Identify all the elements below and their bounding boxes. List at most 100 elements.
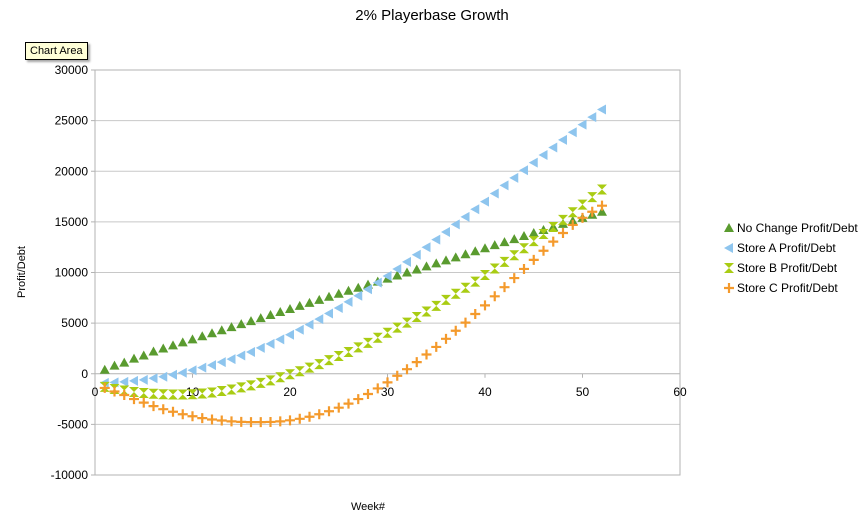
data-point[interactable]: [567, 207, 578, 218]
data-point[interactable]: [265, 416, 276, 427]
data-point[interactable]: [519, 231, 529, 241]
series-4[interactable]: [99, 200, 607, 428]
data-point[interactable]: [460, 282, 471, 293]
data-point[interactable]: [216, 415, 227, 426]
data-point[interactable]: [99, 364, 110, 374]
data-point[interactable]: [567, 127, 577, 138]
data-point[interactable]: [304, 362, 315, 373]
data-point[interactable]: [148, 388, 159, 399]
legend-item-4[interactable]: Store C Profit/Debt: [724, 281, 838, 295]
data-point[interactable]: [470, 204, 480, 215]
data-point[interactable]: [265, 375, 276, 386]
data-point[interactable]: [392, 370, 403, 381]
data-point[interactable]: [363, 337, 373, 348]
data-point[interactable]: [441, 333, 451, 344]
data-point[interactable]: [353, 342, 364, 353]
data-point[interactable]: [431, 341, 442, 352]
data-point[interactable]: [324, 291, 334, 301]
data-point[interactable]: [597, 206, 607, 216]
data-point[interactable]: [333, 351, 344, 362]
data-point[interactable]: [138, 374, 148, 385]
data-point[interactable]: [168, 369, 177, 380]
data-point[interactable]: [382, 327, 393, 338]
data-point[interactable]: [255, 377, 266, 388]
series-layer[interactable]: [99, 104, 607, 428]
data-point[interactable]: [246, 380, 256, 391]
data-point[interactable]: [489, 263, 500, 274]
data-point[interactable]: [207, 360, 216, 371]
series-3[interactable]: [99, 184, 607, 400]
data-point[interactable]: [528, 236, 539, 247]
data-point[interactable]: [587, 206, 598, 217]
data-point[interactable]: [226, 384, 237, 395]
data-point[interactable]: [431, 300, 442, 311]
data-point[interactable]: [207, 328, 217, 338]
data-point[interactable]: [382, 377, 393, 388]
legend[interactable]: No Change Profit/Debt Store A Profit/Debt…: [724, 221, 858, 295]
data-point[interactable]: [187, 411, 198, 422]
data-point[interactable]: [109, 386, 120, 397]
data-point[interactable]: [587, 192, 598, 203]
data-point[interactable]: [304, 411, 315, 422]
data-point[interactable]: [499, 237, 510, 247]
data-point[interactable]: [168, 340, 178, 350]
data-point[interactable]: [197, 362, 207, 373]
data-point[interactable]: [324, 308, 333, 319]
data-point[interactable]: [499, 180, 509, 191]
data-point[interactable]: [363, 284, 372, 295]
data-point[interactable]: [177, 409, 188, 420]
data-point[interactable]: [489, 188, 499, 199]
data-point[interactable]: [597, 184, 607, 195]
data-point[interactable]: [129, 353, 139, 363]
data-point[interactable]: [558, 228, 568, 239]
data-point[interactable]: [119, 390, 130, 401]
data-point[interactable]: [275, 416, 286, 427]
series-1[interactable]: [99, 206, 607, 374]
data-point[interactable]: [372, 277, 382, 288]
data-point[interactable]: [138, 397, 149, 408]
legend-marker-icon[interactable]: [724, 243, 733, 253]
data-point[interactable]: [177, 337, 188, 347]
data-point[interactable]: [480, 300, 490, 311]
data-point[interactable]: [509, 172, 519, 183]
data-point[interactable]: [197, 331, 208, 341]
data-point[interactable]: [129, 394, 139, 405]
data-point[interactable]: [168, 389, 178, 400]
data-point[interactable]: [538, 245, 549, 256]
data-point[interactable]: [158, 343, 169, 353]
data-point[interactable]: [431, 258, 442, 268]
data-point[interactable]: [480, 270, 490, 281]
data-point[interactable]: [372, 332, 383, 343]
data-point[interactable]: [392, 270, 403, 280]
data-point[interactable]: [353, 282, 364, 292]
data-point[interactable]: [158, 404, 169, 415]
data-point[interactable]: [421, 349, 432, 360]
data-point[interactable]: [265, 310, 276, 320]
data-point[interactable]: [246, 346, 255, 357]
data-point[interactable]: [421, 261, 432, 271]
data-point[interactable]: [294, 366, 305, 377]
data-point[interactable]: [207, 414, 217, 425]
data-point[interactable]: [177, 389, 188, 400]
data-point[interactable]: [528, 157, 538, 168]
data-point[interactable]: [411, 249, 421, 260]
data-point[interactable]: [255, 417, 266, 428]
data-point[interactable]: [450, 252, 461, 262]
data-point[interactable]: [119, 376, 129, 387]
data-point[interactable]: [129, 386, 139, 397]
data-point[interactable]: [392, 263, 402, 274]
data-point[interactable]: [402, 267, 412, 277]
data-point[interactable]: [499, 256, 510, 267]
data-point[interactable]: [236, 350, 246, 361]
data-point[interactable]: [99, 382, 110, 393]
data-point[interactable]: [216, 357, 226, 368]
data-point[interactable]: [558, 214, 568, 225]
data-point[interactable]: [138, 350, 149, 360]
data-point[interactable]: [187, 365, 197, 376]
data-point[interactable]: [187, 334, 198, 344]
data-point[interactable]: [197, 413, 208, 424]
data-point[interactable]: [421, 242, 431, 253]
data-point[interactable]: [499, 282, 510, 293]
data-point[interactable]: [294, 413, 305, 424]
data-point[interactable]: [577, 212, 588, 223]
